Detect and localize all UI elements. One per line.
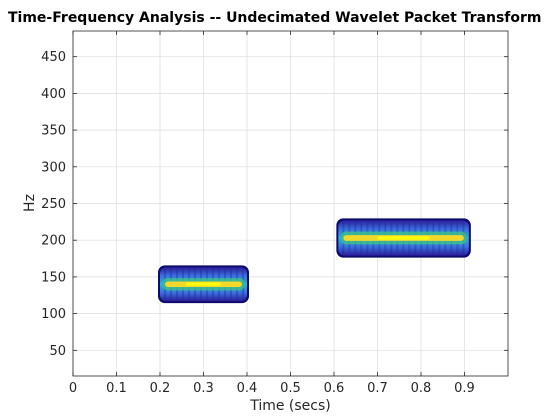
y-tick-label: 200 [41,234,66,249]
y-tick-label: 250 [41,197,66,212]
x-tick-label: 0.7 [367,381,388,396]
y-tick-label: 50 [49,344,66,359]
axis-ticks: 0 0.1 0.2 0.3 0.4 0.5 0.6 0.7 0.8 0.9 50 100 150 200 2… [41,31,508,396]
x-tick-label: 0.8 [411,381,432,396]
y-tick-label: 150 [41,270,66,285]
x-axis-label: Time (secs) [250,398,331,414]
y-tick-label: 350 [41,124,66,139]
x-tick-label: 0.4 [237,381,258,396]
x-tick-label: 0.5 [280,381,301,396]
chart-title: Time-Frequency Analysis -- Undecimated W… [8,10,542,26]
y-tick-label: 100 [41,307,66,322]
x-tick-label: 0.1 [106,381,127,396]
x-tick-label: 0.9 [454,381,475,396]
x-tick-label: 0.6 [324,381,345,396]
component-2-peak [377,236,430,240]
tf-component-2 [336,218,471,258]
x-tick-label: 0.2 [150,381,171,396]
x-tick-label: 0.3 [193,381,214,396]
y-axis-label: Hz [22,194,38,212]
y-tick-label: 450 [41,50,66,65]
component-1-peak [186,282,221,286]
y-tick-label: 400 [41,87,66,102]
spectral-components [158,218,471,304]
x-tick-label: 0 [69,381,77,396]
grid [72,31,508,376]
y-tick-label: 300 [41,160,66,175]
tf-component-1 [158,265,249,304]
